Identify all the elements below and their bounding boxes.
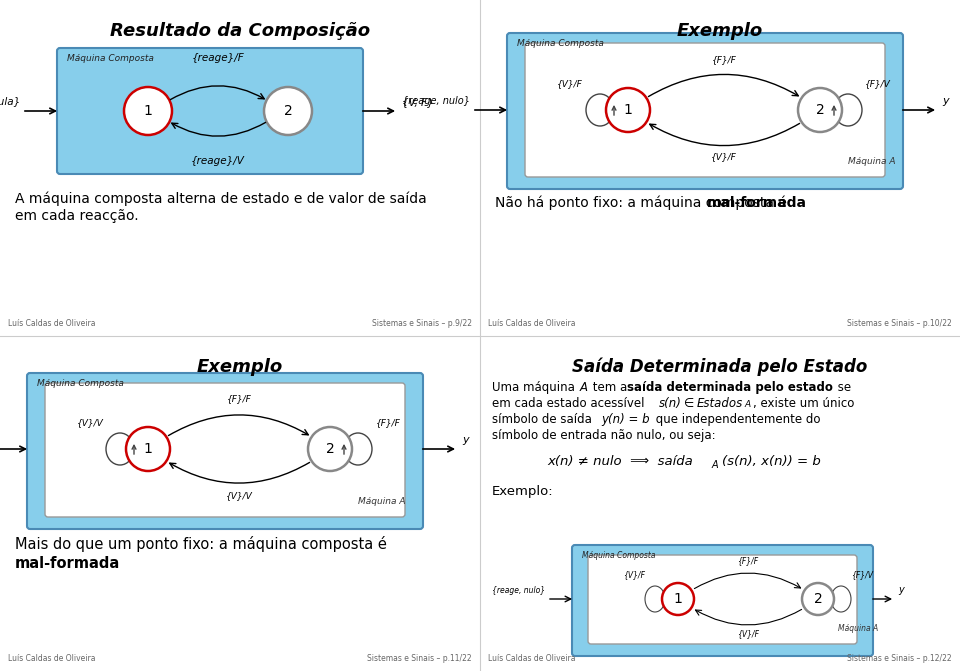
Text: 1: 1 bbox=[144, 104, 153, 118]
Text: 2: 2 bbox=[816, 103, 825, 117]
Text: Exemplo:: Exemplo: bbox=[492, 485, 554, 498]
Text: {V, F}: {V, F} bbox=[402, 97, 434, 107]
Text: 1: 1 bbox=[144, 442, 153, 456]
Text: Uma máquina: Uma máquina bbox=[492, 381, 579, 394]
Text: Exemplo: Exemplo bbox=[197, 358, 283, 376]
Text: 1: 1 bbox=[624, 103, 633, 117]
Circle shape bbox=[662, 583, 694, 615]
Text: A: A bbox=[744, 400, 750, 409]
Text: A: A bbox=[580, 381, 588, 394]
Text: Sistemas e Sinais – p.12/22: Sistemas e Sinais – p.12/22 bbox=[848, 654, 952, 663]
Text: mal-formada: mal-formada bbox=[15, 556, 120, 571]
Text: Luís Caldas de Oliveira: Luís Caldas de Oliveira bbox=[8, 319, 95, 328]
Circle shape bbox=[606, 88, 650, 132]
Text: Sistemas e Sinais – p.10/22: Sistemas e Sinais – p.10/22 bbox=[848, 319, 952, 328]
Text: Saída Determinada pelo Estado: Saída Determinada pelo Estado bbox=[572, 358, 868, 376]
Text: {F}/F: {F}/F bbox=[375, 418, 400, 427]
Text: mal-formada: mal-formada bbox=[707, 196, 807, 210]
Text: Estados: Estados bbox=[697, 397, 743, 410]
Text: 2: 2 bbox=[325, 442, 334, 456]
Text: Máquina A: Máquina A bbox=[848, 157, 896, 166]
Text: x(n) ≠ nulo  ⟹  saída: x(n) ≠ nulo ⟹ saída bbox=[547, 455, 693, 468]
Text: Luís Caldas de Oliveira: Luís Caldas de Oliveira bbox=[488, 319, 575, 328]
Text: símbolo de saída: símbolo de saída bbox=[492, 413, 595, 426]
Text: {reage}/V: {reage}/V bbox=[191, 156, 245, 166]
Circle shape bbox=[798, 88, 842, 132]
Circle shape bbox=[264, 87, 312, 135]
Text: Máquina Composta: Máquina Composta bbox=[37, 379, 124, 388]
Text: {F}/V: {F}/V bbox=[851, 570, 873, 579]
Text: (s(n), x(n)) = b: (s(n), x(n)) = b bbox=[722, 455, 821, 468]
Text: A: A bbox=[712, 460, 719, 470]
Text: Luís Caldas de Oliveira: Luís Caldas de Oliveira bbox=[488, 654, 575, 663]
Text: ∈: ∈ bbox=[684, 397, 694, 410]
Text: Máquina Composta: Máquina Composta bbox=[517, 39, 604, 48]
FancyBboxPatch shape bbox=[507, 33, 903, 189]
Text: em cada estado acessível: em cada estado acessível bbox=[492, 397, 648, 410]
Text: Máquina Composta: Máquina Composta bbox=[67, 54, 154, 63]
Text: {reage, nulo}: {reage, nulo} bbox=[492, 586, 545, 595]
Text: 2: 2 bbox=[814, 592, 823, 606]
Text: Máquina A: Máquina A bbox=[358, 497, 405, 506]
Text: Não há ponto fixo: a máquina composta é: Não há ponto fixo: a máquina composta é bbox=[495, 196, 791, 211]
Text: {F}/V: {F}/V bbox=[865, 79, 891, 88]
Text: {V}/F: {V}/F bbox=[623, 570, 645, 579]
Text: {V}/V: {V}/V bbox=[226, 491, 252, 500]
Text: y: y bbox=[898, 585, 903, 595]
Text: 1: 1 bbox=[674, 592, 683, 606]
Circle shape bbox=[124, 87, 172, 135]
Text: y: y bbox=[462, 435, 468, 445]
Text: em cada reacção.: em cada reacção. bbox=[15, 209, 138, 223]
Text: Exemplo: Exemplo bbox=[677, 22, 763, 40]
Circle shape bbox=[802, 583, 834, 615]
Text: símbolo de entrada não nulo, ou seja:: símbolo de entrada não nulo, ou seja: bbox=[492, 429, 715, 442]
Text: {F}/F: {F}/F bbox=[737, 556, 758, 565]
Text: {reage, nula}: {reage, nula} bbox=[0, 97, 20, 107]
Text: Sistemas e Sinais – p.9/22: Sistemas e Sinais – p.9/22 bbox=[372, 319, 472, 328]
FancyBboxPatch shape bbox=[57, 48, 363, 174]
Text: {reage, nulo}: {reage, nulo} bbox=[402, 96, 470, 106]
Circle shape bbox=[126, 427, 170, 471]
Text: tem a: tem a bbox=[589, 381, 631, 394]
Text: Resultado da Composição: Resultado da Composição bbox=[110, 22, 370, 40]
Circle shape bbox=[308, 427, 352, 471]
Text: {V}/F: {V}/F bbox=[557, 79, 583, 88]
FancyBboxPatch shape bbox=[572, 545, 873, 656]
Text: saída determinada pelo estado: saída determinada pelo estado bbox=[627, 381, 833, 394]
Text: Luís Caldas de Oliveira: Luís Caldas de Oliveira bbox=[8, 654, 95, 663]
FancyBboxPatch shape bbox=[27, 373, 423, 529]
Text: Sistemas e Sinais – p.11/22: Sistemas e Sinais – p.11/22 bbox=[368, 654, 472, 663]
Text: Máquina Composta: Máquina Composta bbox=[582, 551, 656, 560]
Text: {F}/F: {F}/F bbox=[227, 394, 252, 403]
Text: {F}/F: {F}/F bbox=[711, 55, 736, 64]
Text: y(n) = b: y(n) = b bbox=[601, 413, 650, 426]
Text: Máquina A: Máquina A bbox=[838, 624, 878, 633]
Text: A máquina composta alterna de estado e de valor de saída: A máquina composta alterna de estado e d… bbox=[15, 191, 427, 205]
Text: se: se bbox=[834, 381, 852, 394]
FancyBboxPatch shape bbox=[525, 43, 885, 177]
Text: 2: 2 bbox=[283, 104, 293, 118]
Text: que independentemente do: que independentemente do bbox=[652, 413, 821, 426]
Text: {V}/F: {V}/F bbox=[737, 629, 759, 638]
Text: s(n): s(n) bbox=[659, 397, 682, 410]
Text: Mais do que um ponto fixo: a máquina composta é: Mais do que um ponto fixo: a máquina com… bbox=[15, 536, 387, 552]
Text: {V}/V: {V}/V bbox=[77, 418, 104, 427]
FancyBboxPatch shape bbox=[45, 383, 405, 517]
FancyBboxPatch shape bbox=[588, 555, 857, 644]
Text: , existe um único: , existe um único bbox=[753, 397, 854, 410]
Text: {V}/F: {V}/F bbox=[711, 152, 737, 161]
Text: y: y bbox=[942, 96, 948, 106]
Text: {reage}/F: {reage}/F bbox=[192, 53, 245, 63]
